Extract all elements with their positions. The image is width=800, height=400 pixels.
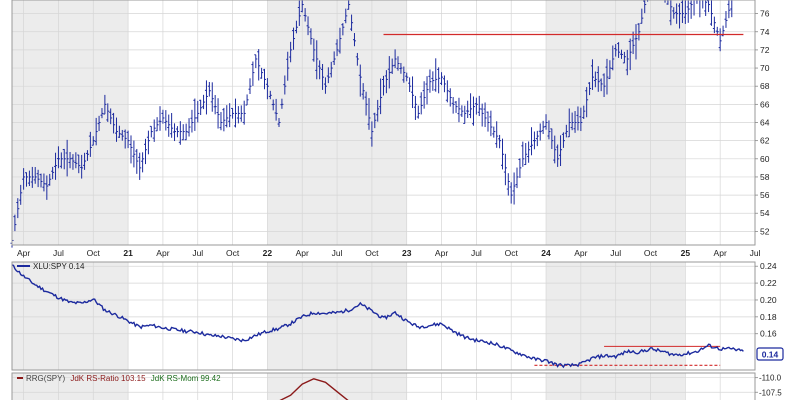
price-gridlines [12, 0, 756, 245]
y-tick-label: 64 [760, 118, 770, 128]
x-tick-label: Oct [644, 248, 658, 258]
rrg-gridlines [12, 373, 756, 400]
price-y-axis: 52 54 56 58 60 62 64 66 68 70 72 74 76 [755, 9, 770, 236]
ratio-annotations [534, 345, 721, 366]
x-tick-label: Apr [296, 248, 309, 258]
rrg-legend-ratio: JdK RS-Ratio 103.15 [70, 374, 146, 383]
ratio-year-shading [12, 262, 686, 370]
x-tick-label: Jul [750, 248, 761, 258]
rs-ratio-line [279, 378, 349, 400]
x-tick-label: Apr [17, 248, 30, 258]
rrg-y-axis: -110.0 -107.5 [755, 374, 782, 397]
rrg-panel: -110.0 -107.5 RRG(SPY) JdK RS-Ratio 103.1… [11, 372, 782, 400]
y-tick-label: 72 [760, 45, 770, 55]
y-tick-label: 0.18 [760, 312, 777, 322]
ratio-badge-box [756, 347, 784, 361]
ratio-y-axis: 0.24 0.22 0.20 0.18 0.16 [755, 261, 777, 339]
ratio-badge-text: 0.14 [762, 350, 779, 360]
x-tick-label: 23 [402, 248, 412, 258]
y-tick-label: 60 [760, 154, 770, 164]
y-tick-label: 68 [760, 81, 770, 91]
xlu-spy-ratio-line [11, 264, 744, 369]
ratio-panel: 0.24 0.22 0.20 0.18 0.16 XLU:SPY 0.14 0.14 [11, 261, 784, 371]
y-tick-label: 54 [760, 208, 770, 218]
rrg-legend-prefix: RRG(SPY) [26, 374, 65, 383]
y-tick-label: 76 [760, 9, 770, 19]
x-tick-label: Apr [156, 248, 169, 258]
y-tick-label: 70 [760, 63, 770, 73]
x-tick-label: 22 [263, 248, 273, 258]
rrg-line [279, 378, 349, 400]
x-tick-label: 25 [681, 248, 691, 258]
rrg-legend-text: RRG(SPY) JdK RS-Ratio 103.15 JdK RS-Mom … [26, 374, 221, 383]
x-tick-label: Oct [87, 248, 101, 258]
y-tick-label: 56 [760, 190, 770, 200]
y-tick-label: 74 [760, 27, 770, 37]
ratio-line [11, 264, 744, 369]
x-tick-label: Oct [505, 248, 519, 258]
y-tick-label: 66 [760, 99, 770, 109]
rrg-legend: RRG(SPY) JdK RS-Ratio 103.15 JdK RS-Mom … [17, 374, 221, 383]
rrg-panel-frame [11, 372, 756, 400]
ratio-panel-frame [11, 261, 756, 371]
x-tick-label: Jul [192, 248, 203, 258]
x-tick-label: 21 [123, 248, 133, 258]
ratio-current-value-badge: 0.14 [756, 347, 784, 361]
x-tick-label: Apr [574, 248, 587, 258]
y-tick-label: 0.24 [760, 261, 777, 271]
x-tick-label: Jul [53, 248, 64, 258]
year-shade-band [12, 262, 129, 370]
x-tick-label: Apr [435, 248, 448, 258]
rrg-legend-momentum: JdK RS-Mom 99.42 [151, 374, 221, 383]
x-tick-label: Jul [332, 248, 343, 258]
y-tick-label: 0.20 [760, 295, 777, 305]
x-tick-label: Apr [714, 248, 727, 258]
y-tick-label: 0.16 [760, 329, 777, 339]
x-tick-label: Jul [610, 248, 621, 258]
y-tick-label: -107.5 [759, 388, 782, 397]
y-tick-label: 0.22 [760, 278, 777, 288]
y-tick-label: 58 [760, 172, 770, 182]
time-axis: Apr Jul Oct 21 Apr Jul Oct 22 Apr Jul Oct 23 Apr Jul O… [17, 248, 761, 258]
y-tick-label: 62 [760, 136, 770, 146]
x-tick-label: 24 [541, 248, 551, 258]
price-ohlc-bars [10, 0, 734, 248]
x-tick-label: Oct [226, 248, 240, 258]
y-tick-label: -110.0 [759, 374, 782, 383]
y-tick-label: 52 [760, 226, 770, 236]
ratio-legend-text: XLU:SPY 0.14 [33, 262, 85, 271]
x-tick-label: Oct [365, 248, 379, 258]
ratio-legend: XLU:SPY 0.14 [17, 262, 85, 271]
x-tick-label: Jul [471, 248, 482, 258]
